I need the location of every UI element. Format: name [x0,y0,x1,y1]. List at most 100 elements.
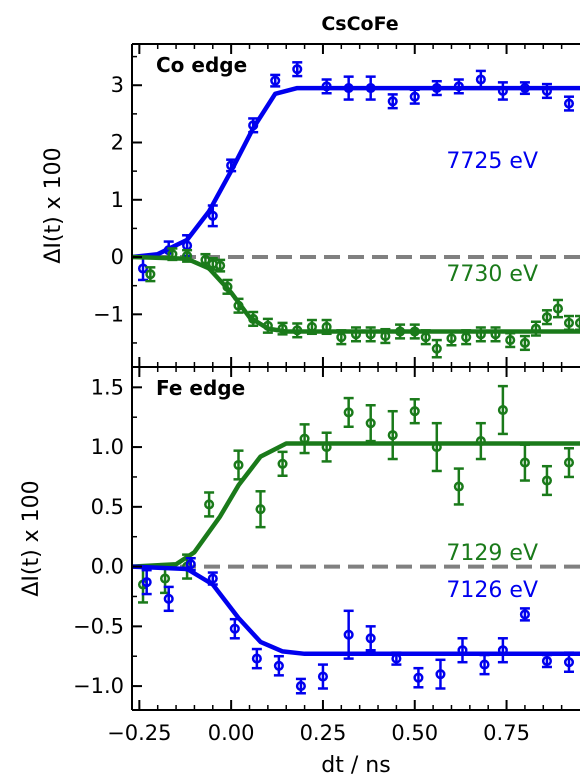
panel-label: Fe edge [156,376,245,400]
data-point [475,74,486,85]
data-point [530,323,541,334]
data-point [365,329,376,340]
x-tick-label: 0.75 [483,721,530,745]
data-point [431,83,442,94]
data-point [475,436,486,447]
data-point [541,85,553,97]
series-label: 7126 eV [446,578,538,603]
data-point [200,254,211,265]
data-point [409,91,420,102]
data-point [336,332,347,343]
data-point [453,81,464,92]
data-point [435,669,446,680]
data-point [391,653,402,664]
data-point [380,331,391,342]
data-point [365,83,376,94]
data-point [453,481,464,492]
y-tick-label: 0.5 [91,495,124,519]
data-point [167,249,178,260]
data-point [457,645,468,656]
data-point [497,404,508,416]
data-point [365,633,376,644]
data-point [182,250,193,261]
y-tick-label: 1 [111,188,124,212]
fit-line [132,441,580,569]
data-point [409,406,420,417]
data-point [292,325,303,336]
data-point [222,281,233,292]
data-point [270,75,281,86]
data-point [185,559,196,570]
data-point [277,323,288,334]
data-point [350,329,362,340]
data-point [273,660,284,671]
y-tick-label: 0.0 [91,555,124,579]
data-point [215,260,226,271]
series-label: 7129 eV [446,541,538,566]
data-point [343,629,354,640]
data-point [387,430,398,441]
data-point [519,337,530,348]
y-tick-label: 3 [111,73,124,97]
data-point [563,98,575,109]
data-point [207,210,218,221]
y-tick-label: −1.0 [73,674,124,698]
x-tick-label: 0.50 [391,721,438,745]
data-point [505,335,516,346]
data-point [563,317,575,328]
data-point [159,573,171,584]
data-point [295,681,306,692]
data-point [306,321,317,332]
data-point [262,320,273,331]
plot-area [132,61,580,359]
x-tick-label: −0.25 [107,721,171,745]
data-point [552,303,564,314]
data-point [479,659,490,670]
data-point [248,120,259,131]
series-green [132,247,580,359]
data-point [395,326,406,337]
y-tick-label: 1.0 [91,435,124,459]
x-tick-label: 0.00 [208,721,255,745]
data-point [233,300,244,311]
data-point [321,442,332,453]
data-point [255,504,266,515]
series-blue [132,556,580,695]
series-label: 7730 eV [446,262,538,287]
data-point [475,329,486,340]
data-point [563,457,575,468]
data-point [387,96,398,107]
y-axis-title: ΔI(t) x 100 [41,147,66,263]
data-point [343,83,354,94]
data-point [490,329,501,340]
data-point [461,332,472,343]
data-point [321,81,332,92]
y-tick-label: 2 [111,131,124,155]
data-point [141,577,152,588]
x-axis-title: dt / ns [321,753,390,778]
data-point [248,313,259,324]
data-point [431,442,442,453]
data-point [497,645,508,656]
panel-label: Co edge [156,53,247,77]
data-point [229,623,240,634]
x-tick-label: 0.25 [300,721,347,745]
data-point [207,573,218,584]
series-green [132,384,580,604]
y-tick-label: 0 [111,245,124,269]
data-point [277,458,288,469]
y-axis-title: ΔI(t) x 100 [19,480,44,596]
data-point [541,475,553,486]
data-point [519,457,530,468]
data-point [204,499,215,510]
data-point [299,433,310,444]
data-point [365,418,376,429]
co-edge-panel: 7725 eV 7730 eV −1 0 1 2 3 ΔI(t) x 100 Co edge [41,43,580,368]
data-point [519,83,530,94]
data-point [541,655,553,667]
data-point [409,326,420,337]
fit-line [132,564,580,657]
data-point [321,321,332,332]
fe-edge-panel: 7129 eV 7126 eV −1.0 −0.5 0.0 0.5 1.0 1.5 −0.25 0… [19,366,580,778]
